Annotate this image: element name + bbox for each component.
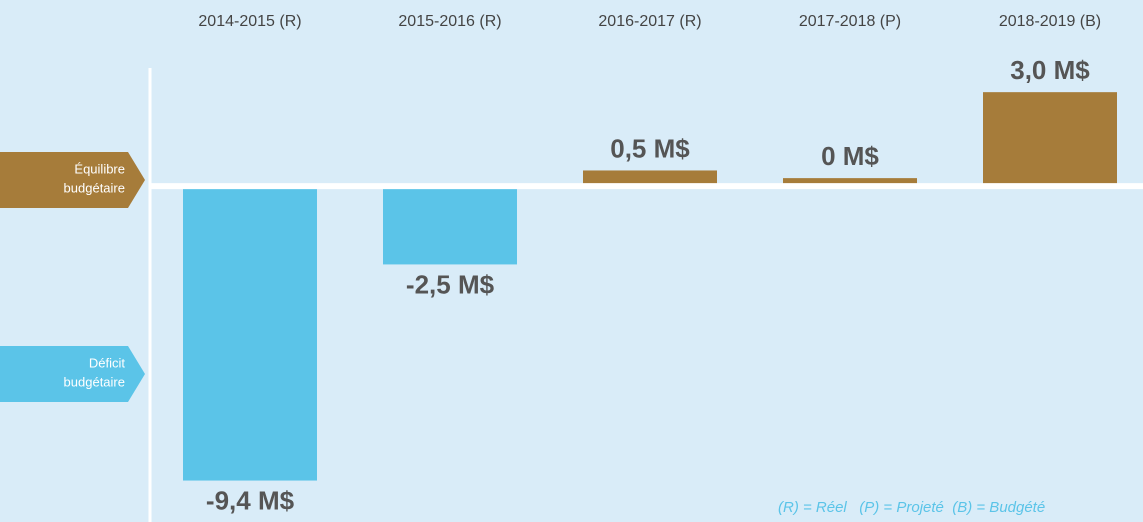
side-label: budgétaire [64,374,125,389]
x-tick-label: 2015-2016 (R) [398,13,501,30]
bar [183,186,317,481]
side-label-shape [0,346,145,402]
value-label: -9,4 M$ [206,485,295,515]
bar [783,178,917,187]
value-label: 0,5 M$ [610,133,690,163]
side-label: budgétaire [64,180,125,195]
value-label: -2,5 M$ [406,269,495,299]
value-label: 3,0 M$ [1010,55,1090,85]
x-tick-label: 2016-2017 (R) [598,13,701,30]
footnote: (R) = Réel (P) = Projeté (B) = Budgété [778,499,1045,516]
value-label: 0 M$ [821,141,879,171]
bar [983,92,1117,187]
side-label: Déficit [89,355,126,370]
x-tick-label: 2018-2019 (B) [999,13,1101,30]
x-tick-label: 2017-2018 (P) [799,13,901,30]
bar [383,186,517,265]
bar [583,170,717,187]
x-tick-label: 2014-2015 (R) [198,13,301,30]
side-label-shape [0,152,145,208]
side-label: Équilibre [74,161,125,176]
